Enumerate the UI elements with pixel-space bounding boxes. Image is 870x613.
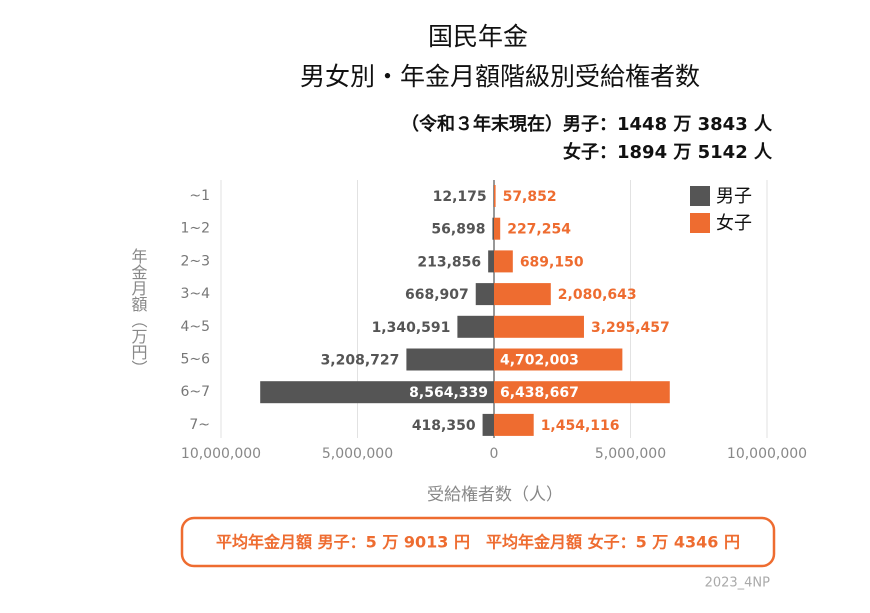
- bar: [488, 250, 494, 273]
- source: 2023_4NP: [705, 576, 771, 591]
- y-tick-label: 4~5: [180, 319, 210, 335]
- chart-title: 男女別・年金月額階級別受給権者数: [300, 62, 700, 91]
- value-label: 1,454,116: [541, 418, 620, 434]
- value-label: 3,295,457: [591, 320, 670, 336]
- bar: [457, 315, 494, 338]
- legend-swatch: [690, 213, 710, 233]
- y-axis-label: 年金月額（万円）: [129, 248, 148, 376]
- value-label: 689,150: [520, 254, 584, 270]
- y-tick-label: ~1: [189, 188, 210, 204]
- bar: [492, 217, 494, 240]
- value-label: 418,350: [412, 418, 476, 434]
- chart-title: 国民年金: [428, 22, 528, 51]
- value-label: 3,208,727: [321, 353, 400, 369]
- bar: [475, 283, 494, 306]
- value-label: 213,856: [417, 254, 481, 270]
- x-tick-label: 0: [490, 446, 499, 462]
- y-tick-label: 1~2: [180, 221, 210, 237]
- value-label: 8,564,339: [409, 385, 488, 401]
- bar: [494, 217, 501, 240]
- x-tick-label: 10,000,000: [181, 446, 261, 462]
- x-tick-label: 10,000,000: [727, 446, 807, 462]
- legend-label: 女子: [716, 213, 752, 234]
- bar: [494, 315, 584, 338]
- footer: 平均年金月額 男子：5 万 9013 円 平均年金月額 女子：5 万 4346 …: [216, 533, 740, 552]
- bar: [494, 381, 670, 404]
- value-label: 668,907: [405, 287, 469, 303]
- bar: [494, 413, 534, 436]
- footer-box: [180, 516, 776, 568]
- y-tick-label: 7~: [189, 417, 210, 433]
- bar: [494, 283, 551, 306]
- bar: [260, 381, 494, 404]
- value-label: 227,254: [507, 222, 571, 238]
- value-label: 1,340,591: [372, 320, 451, 336]
- legend-label: 男子: [716, 186, 752, 207]
- y-tick-label: 5~6: [180, 352, 210, 368]
- bar: [482, 413, 494, 436]
- bar: [494, 250, 513, 273]
- legend-swatch: [690, 186, 710, 206]
- value-label: 4,702,003: [500, 353, 579, 369]
- value-label: 6,438,667: [500, 385, 579, 401]
- bar: [494, 185, 496, 207]
- bar: [494, 348, 623, 371]
- x-tick-label: 5,000,000: [322, 446, 393, 462]
- x-tick-label: 5,000,000: [595, 446, 666, 462]
- y-tick-label: 2~3: [180, 253, 210, 269]
- subtitle: 女子：1894 万 5142 人: [563, 141, 773, 163]
- value-label: 56,898: [431, 222, 485, 238]
- value-label: 12,175: [433, 189, 487, 205]
- bar: [406, 348, 494, 371]
- subtitle: （令和３年末現在）男子：1448 万 3843 人: [401, 113, 773, 135]
- value-label: 2,080,643: [558, 287, 637, 303]
- x-axis-label: 受給権者数（人）: [427, 485, 563, 505]
- value-label: 57,852: [503, 189, 557, 205]
- y-tick-label: 6~7: [180, 384, 210, 400]
- y-tick-label: 3~4: [180, 286, 210, 302]
